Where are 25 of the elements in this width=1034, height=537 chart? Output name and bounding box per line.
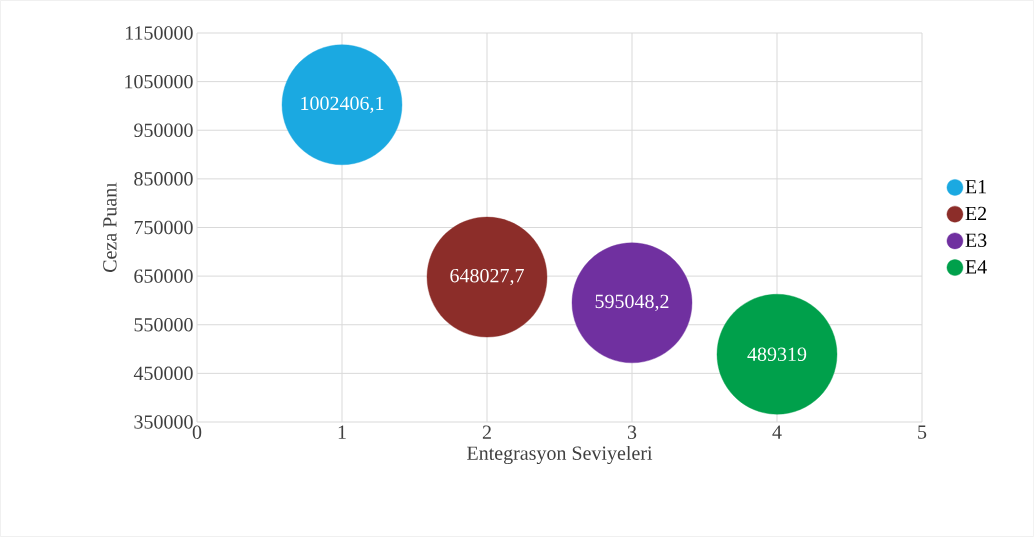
y-tick-label: 350000 [134,415,193,429]
x-tick-label: 0 [192,425,202,440]
y-tick-label: 550000 [134,317,193,332]
legend-label: E3 [965,233,987,247]
x-tick-label: 1 [338,425,346,439]
y-tick-label: 950000 [134,123,193,137]
legend-label: E4 [965,260,987,274]
legend-label: E2 [965,206,987,221]
y-axis-title: Ceza Puanı [103,182,117,272]
data-label: 489319 [747,347,807,361]
y-tick-label: 850000 [134,172,193,186]
x-tick-label: 5 [918,425,927,439]
y-tick-label: 1150000 [125,26,193,40]
y-tick-label: 750000 [134,220,193,235]
x-tick-label: 2 [482,425,491,439]
y-tick-label: 1050000 [125,74,193,89]
x-axis-title: Entegrasyon Seviyeleri [467,445,653,465]
data-label: 1002406,1 [301,96,384,113]
x-tick-label: 4 [772,425,782,439]
y-tick-label: 650000 [134,269,193,283]
legend-label: E1 [965,180,986,194]
data-label: 595048,2 [595,294,669,312]
y-tick-label: 450000 [133,366,193,381]
x-tick-label: 3 [627,425,637,439]
data-label: 648027,7 [450,268,524,286]
